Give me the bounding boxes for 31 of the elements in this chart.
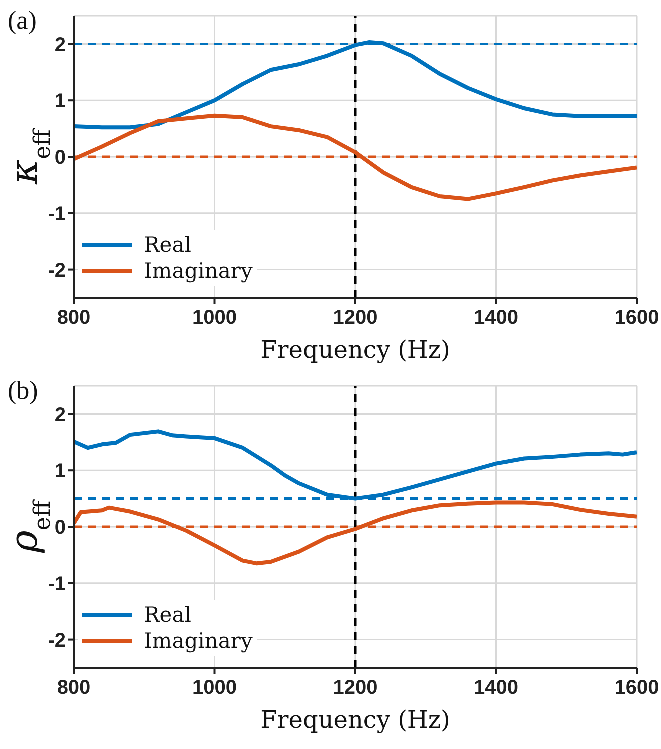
y-tick-label: 0 [54,147,66,170]
y-tick-label: -1 [48,204,66,226]
x-axis-title: Frequency (Hz) [260,336,450,364]
y-tick-label: 1 [54,460,66,483]
y-tick-label: -2 [48,260,66,282]
x-tick-label: 800 [57,677,91,700]
x-tick-label: 1000 [192,307,237,330]
y-tick-label: 1 [54,90,66,113]
x-tick-label: 1200 [333,307,378,330]
x-tick-label: 1400 [474,677,518,700]
chart-title: (b) [8,376,38,406]
x-tick-label: 1600 [614,677,660,700]
x-tick-label: 1400 [474,307,518,330]
x-tick-label: 800 [57,307,91,330]
legend-label: Imaginary [144,629,253,653]
x-tick-label: 1600 [614,307,660,330]
x-tick-label: 1000 [192,677,237,700]
x-axis-title: Frequency (Hz) [260,706,450,734]
line-series [74,430,637,501]
y-tick-label: -1 [48,574,66,596]
legend-label: Real [144,603,192,627]
y-tick-label: 2 [54,34,66,56]
line-series [74,40,637,130]
line-series [74,500,637,566]
legend-label: Real [144,233,192,257]
y-tick-label: 2 [54,404,66,426]
y-tick-label: -2 [48,630,66,652]
chart-title: (a) [8,6,37,36]
legend-label: Imaginary [144,259,253,283]
y-tick-label: 0 [54,517,66,540]
x-tick-label: 1200 [333,677,378,700]
